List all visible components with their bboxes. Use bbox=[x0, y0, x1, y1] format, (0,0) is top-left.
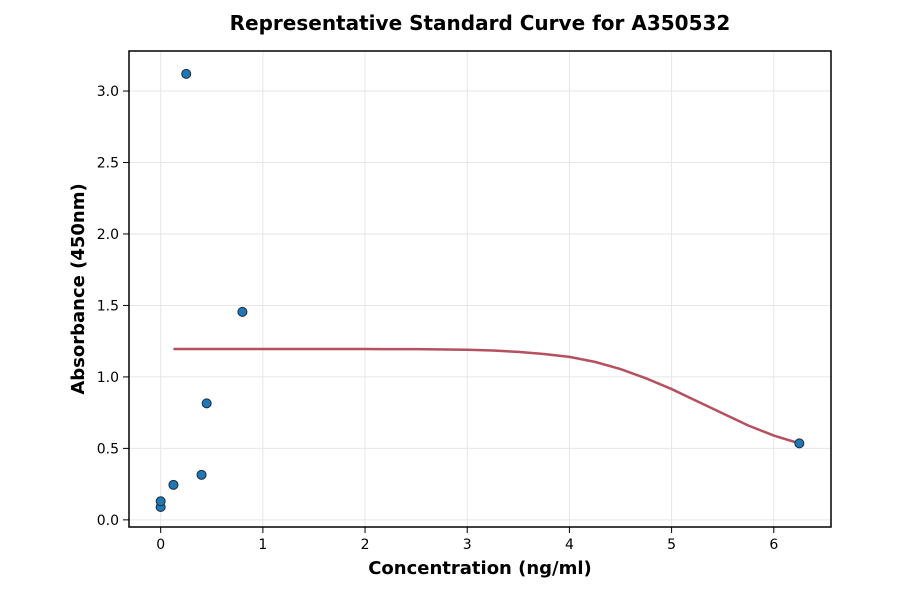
grid bbox=[129, 51, 831, 527]
data-point bbox=[155, 496, 166, 507]
data-point bbox=[196, 469, 207, 480]
data-point bbox=[237, 306, 248, 317]
x-axis-label: Concentration (ng/ml) bbox=[368, 558, 592, 579]
x-tick-label: 0 bbox=[156, 537, 165, 553]
y-axis-ticks: 0.0 0.5 1.0 1.5 2.0 2.5 3.0 bbox=[97, 84, 129, 529]
y-tick-label: 1.0 bbox=[97, 370, 119, 386]
fit-curve-line bbox=[173, 347, 800, 445]
data-point bbox=[794, 438, 805, 449]
chart-title: Representative Standard Curve for A35053… bbox=[230, 11, 731, 35]
y-axis-label: Absorbance (450nm) bbox=[68, 183, 89, 394]
x-tick-label: 3 bbox=[463, 537, 472, 553]
x-tick-label: 5 bbox=[667, 537, 676, 553]
y-tick-label: 2.5 bbox=[97, 155, 119, 171]
x-axis-ticks: 0 1 2 3 4 5 6 bbox=[156, 527, 778, 553]
y-tick-label: 1.5 bbox=[97, 298, 119, 314]
x-tick-label: 6 bbox=[769, 537, 778, 553]
data-point bbox=[168, 479, 179, 490]
data-point bbox=[181, 68, 192, 79]
y-tick-label: 0.5 bbox=[97, 441, 119, 457]
data-points bbox=[155, 68, 805, 512]
x-tick-label: 4 bbox=[565, 537, 574, 553]
plot-frame bbox=[128, 50, 832, 528]
x-tick-label: 2 bbox=[361, 537, 370, 553]
y-tick-label: 2.0 bbox=[97, 227, 119, 243]
data-point bbox=[201, 398, 212, 409]
x-tick-label: 1 bbox=[258, 537, 267, 553]
y-tick-label: 0.0 bbox=[97, 513, 119, 529]
y-tick-label: 3.0 bbox=[97, 84, 119, 100]
